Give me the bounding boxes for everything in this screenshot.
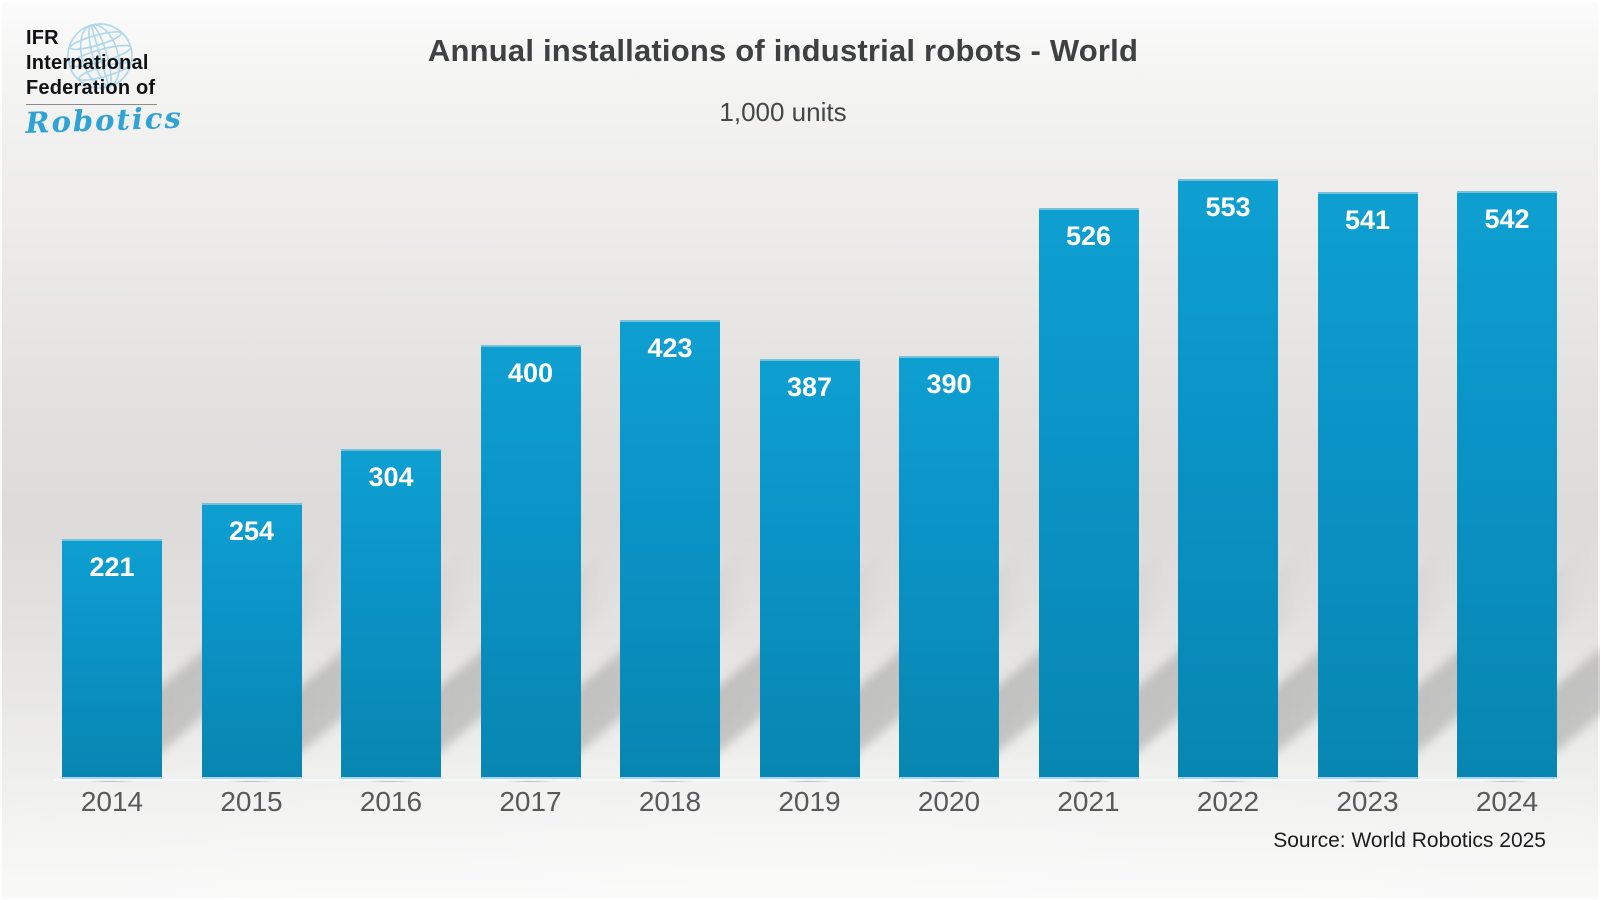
year-label-2020: 2020 (917, 786, 981, 817)
year-label-2014: 2014 (80, 786, 144, 817)
year-label-2015: 2015 (220, 786, 283, 817)
year-label-2018: 2018 (638, 786, 702, 817)
ifr-logo: IFR International Federation of Robotics (24, 23, 246, 146)
year-label-2017: 2017 (499, 786, 562, 817)
bar-value-label: 304 (368, 462, 414, 492)
year-label-2021: 2021 (1057, 786, 1120, 817)
bar-2016: 304 (341, 449, 441, 779)
x-axis-baseline (54, 779, 1560, 781)
bar-2022: 553 (1178, 179, 1278, 779)
year-label-2016: 2016 (359, 786, 423, 817)
bar-value-label: 526 (1065, 221, 1112, 251)
bar-value-label: 541 (1344, 205, 1391, 235)
bar-value-label: 221 (89, 552, 135, 582)
year-label-2023: 2023 (1336, 786, 1399, 817)
bar-value-label: 400 (507, 358, 554, 388)
logo-script-robotics: Robotics (24, 100, 184, 140)
bar-value-label: 254 (228, 516, 275, 546)
year-label-2024: 2024 (1475, 786, 1539, 817)
logo-line-ifr: IFR (26, 27, 59, 49)
bar-value-label: 390 (926, 369, 972, 399)
globe-icon (67, 23, 133, 89)
bar-2018: 423 (620, 320, 720, 779)
year-label-2019: 2019 (778, 786, 841, 817)
bar-2015: 254 (201, 503, 302, 779)
bar-2014: 221 (62, 539, 162, 779)
bar-value-label: 423 (647, 333, 693, 363)
chart-title: Annual installations of industrial robot… (427, 33, 1139, 68)
bar-value-label: 542 (1484, 204, 1530, 234)
bar-value-label: 553 (1205, 192, 1251, 222)
bar-2020: 390 (899, 356, 999, 779)
logo-underline (26, 104, 157, 105)
chart-subtitle: 1,000 units (719, 97, 847, 127)
chart-header: Annual installations of industrial robot… (0, 0, 1566, 128)
logo-line-federation: Federation of (26, 77, 156, 99)
bar-2024: 542 (1457, 191, 1557, 779)
source-credit: Source: World Robotics 2025 (1273, 829, 1546, 852)
bar-2021: 526 (1038, 208, 1139, 779)
bar-value-label: 387 (786, 372, 833, 402)
bar-2019: 387 (759, 359, 860, 779)
logo-line-international: International (26, 52, 149, 74)
year-label-2022: 2022 (1196, 786, 1260, 817)
bar-2023: 541 (1317, 192, 1418, 779)
bar-2017: 400 (480, 345, 581, 779)
